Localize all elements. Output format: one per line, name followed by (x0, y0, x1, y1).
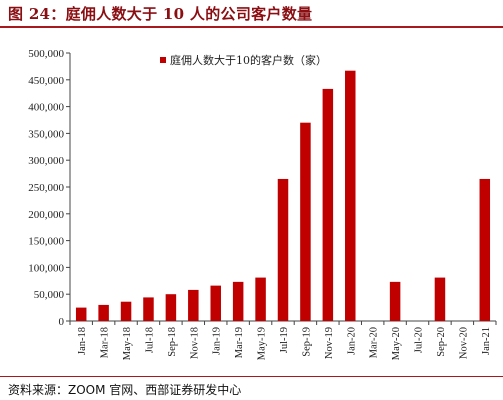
y-tick-label: 450,000 (28, 75, 64, 87)
x-tick-label: Sep-18 (167, 327, 178, 357)
x-tick-label: Nov-19 (324, 327, 335, 359)
x-tick-label: Mar-19 (234, 327, 245, 358)
y-tick-label: 100,000 (28, 262, 64, 274)
bar (479, 178, 491, 321)
bar (120, 301, 132, 321)
x-tick-label: Jan-21 (481, 327, 492, 355)
bar (143, 297, 154, 321)
x-tick-label: Jul-20 (414, 327, 425, 353)
bar (232, 281, 244, 321)
bar (98, 304, 109, 321)
bar (165, 294, 177, 321)
x-tick-label: Jan-19 (212, 327, 223, 355)
legend-swatch (160, 57, 166, 63)
bar (210, 285, 221, 321)
x-tick-label: Sep-20 (436, 327, 447, 357)
figure-label: 图 24： (8, 5, 66, 23)
y-tick-label: 50,000 (34, 289, 65, 301)
x-tick-label: May-20 (391, 327, 402, 360)
bar-chart: 0 50,000 100,000 150,000 200,000 250,000 300,0… (28, 48, 497, 360)
bar (277, 178, 289, 321)
x-tick-label: Jan-20 (346, 327, 357, 355)
bar (255, 277, 266, 321)
bar (434, 277, 446, 321)
y-axis: 0 50,000 100,000 150,000 200,000 250,000 300,0… (28, 48, 71, 328)
bar (75, 307, 87, 321)
bar (345, 70, 356, 321)
y-tick-label: 250,000 (28, 182, 64, 194)
legend: 庭佣人数大于10的客户数（家） (160, 53, 327, 67)
bar (322, 88, 334, 321)
x-tick-label: Jul-19 (279, 327, 290, 353)
x-tick-label: Nov-20 (458, 327, 469, 359)
figure-title: 图 24：庭佣人数大于 10 人的公司客户数量 (8, 3, 312, 24)
y-tick-label: 500,000 (28, 48, 64, 60)
x-tick-label: Jan-18 (77, 327, 88, 355)
x-tick-label: May-18 (122, 327, 133, 360)
source-note: 资料来源：ZOOM 官网、西部证券研发中心 (8, 383, 242, 397)
figure-title-text: 庭佣人数大于 10 人的公司客户数量 (65, 5, 313, 23)
x-tick-label: Mar-20 (369, 327, 380, 358)
bar-series (75, 70, 491, 322)
x-tick-label: Sep-19 (301, 327, 312, 357)
y-tick-label: 150,000 (28, 236, 64, 248)
y-tick-label: 300,000 (28, 155, 64, 167)
legend-label: 庭佣人数大于10的客户数（家） (170, 53, 327, 67)
x-tick-label: May-19 (257, 327, 268, 360)
x-tick-label: Jul-18 (144, 327, 155, 353)
bar (300, 122, 311, 322)
y-tick-label: 0 (59, 316, 65, 328)
bar (188, 289, 199, 321)
top-rule (0, 26, 503, 28)
x-axis: Jan-18 Mar-18 May-18 Jul-18 Sep-18 Nov-18 Jan-… (69, 320, 497, 360)
y-tick-label: 400,000 (28, 102, 64, 114)
x-tick-label: Nov-18 (189, 327, 200, 359)
x-tick-label: Mar-18 (100, 327, 111, 358)
y-tick-label: 200,000 (28, 209, 64, 221)
bar (389, 281, 401, 321)
bottom-rule (0, 376, 503, 377)
y-tick-label: 350,000 (28, 128, 64, 140)
